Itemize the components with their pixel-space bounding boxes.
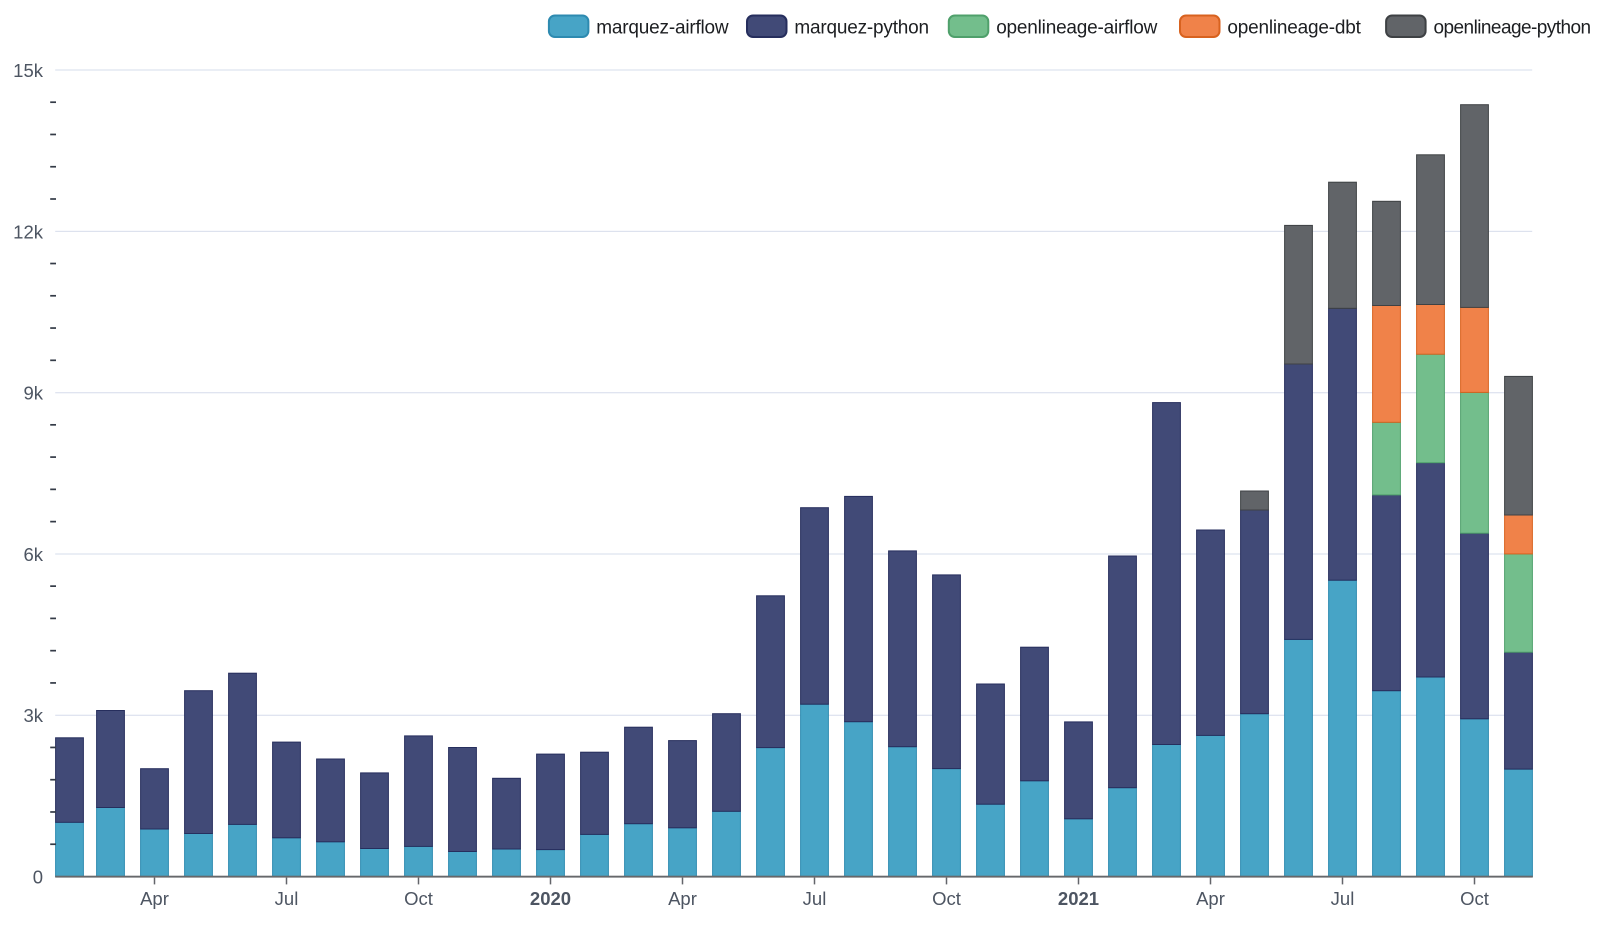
svg-text:9k: 9k [23,383,43,404]
svg-text:12k: 12k [13,221,44,242]
svg-text:marquez-airflow: marquez-airflow [596,18,729,39]
svg-text:openlineage-python: openlineage-python [1434,18,1591,39]
svg-text:Jul: Jul [275,888,299,909]
svg-text:6k: 6k [23,544,43,565]
svg-text:Jul: Jul [1331,888,1355,909]
svg-text:openlineage-dbt: openlineage-dbt [1227,18,1361,39]
svg-text:15k: 15k [13,60,44,81]
svg-text:Apr: Apr [140,888,169,909]
svg-text:Oct: Oct [1460,888,1489,909]
svg-text:Apr: Apr [1196,888,1225,909]
svg-text:Oct: Oct [932,888,961,909]
svg-text:2021: 2021 [1058,888,1099,909]
svg-text:Apr: Apr [668,888,697,909]
svg-text:3k: 3k [23,705,43,726]
svg-text:2020: 2020 [530,888,571,909]
svg-text:marquez-python: marquez-python [794,18,929,39]
svg-text:Jul: Jul [803,888,827,909]
svg-text:Oct: Oct [404,888,433,909]
svg-text:openlineage-airflow: openlineage-airflow [996,18,1157,39]
svg-text:0: 0 [33,867,43,888]
